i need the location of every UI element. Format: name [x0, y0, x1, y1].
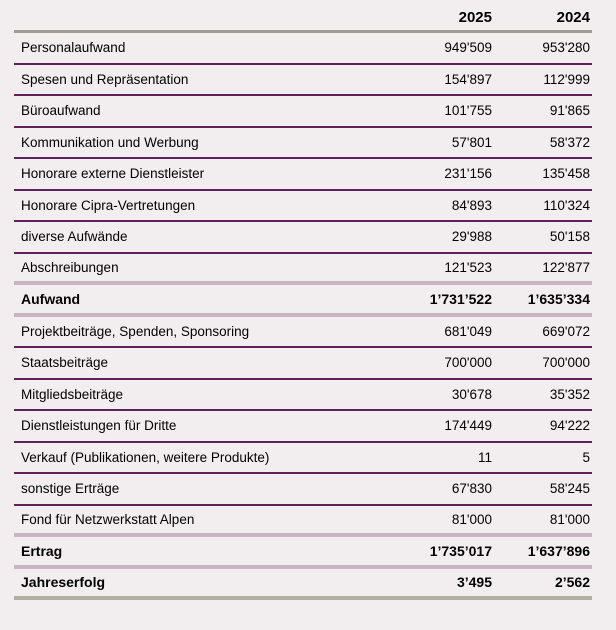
- value-2025: 11: [477, 449, 492, 465]
- table-row: Staatsbeiträge 700'000 700'000: [14, 348, 592, 380]
- row-label: Projektbeiträge, Spenden, Sponsoring: [21, 323, 250, 339]
- value-2025: 681'049: [444, 323, 492, 339]
- table-row: Büroaufwand 101'755 91'865: [14, 96, 592, 128]
- table-body: Personalaufwand 949'509 953'280 Spesen und …: [14, 33, 592, 600]
- value-2025: 84'893: [451, 197, 492, 213]
- table-row: Dienstleistungen für Dritte 174'449 94'222: [14, 411, 592, 443]
- value-2025: 154'897: [444, 71, 492, 87]
- value-2025: 949'509: [444, 40, 492, 56]
- table-row: Mitgliedsbeiträge 30'678 35'352: [14, 380, 592, 411]
- value-2025: 30'678: [451, 386, 492, 402]
- table-row: Verkauf (Publikationen, weitere Produkte…: [14, 443, 592, 474]
- value-2024: 135'458: [542, 166, 590, 182]
- value-2025: 174'449: [444, 418, 492, 434]
- value-2024: 700'000: [542, 355, 590, 371]
- table-header-row: 2025 2024: [14, 4, 592, 33]
- table-row: Fond für Netzwerkstatt Alpen 81'000 81'000: [14, 506, 592, 537]
- value-2025: 1’735’017: [429, 542, 492, 559]
- row-label: Kommunikation und Werbung: [21, 134, 199, 150]
- value-2024: 110'324: [543, 197, 590, 213]
- value-2025: 81'000: [451, 511, 492, 527]
- value-2024: 81'000: [549, 511, 590, 527]
- value-2024: 669'072: [542, 323, 590, 339]
- table-row: sonstige Erträge 67'830 58'245: [14, 474, 592, 506]
- row-label: Verkauf (Publikationen, weitere Produkte…: [21, 449, 270, 465]
- value-2024: 1’635’334: [527, 290, 590, 307]
- value-2025: 29'988: [451, 229, 492, 245]
- total-row: Aufwand 1’731’522 1’635’334: [14, 285, 592, 317]
- value-2024: 2’562: [554, 574, 590, 591]
- column-header-2025: 2025: [458, 8, 492, 26]
- value-2024: 1’637’896: [527, 542, 590, 559]
- table-row: diverse Aufwände 29'988 50'158: [14, 222, 592, 254]
- row-label: Dienstleistungen für Dritte: [21, 418, 177, 434]
- table-row: Kommunikation und Werbung 57'801 58'372: [14, 128, 592, 159]
- row-label: Büroaufwand: [21, 103, 101, 119]
- value-2025: 67'830: [451, 481, 492, 497]
- value-2024: 112'999: [543, 71, 590, 87]
- table-row: Honorare Cipra-Vertretungen 84'893 110'324: [14, 191, 592, 222]
- value-2025: 101'755: [444, 103, 492, 119]
- financial-statement-table: 2025 2024 Personalaufwand 949'509 953'280 S…: [14, 4, 592, 600]
- total-row: Ertrag 1’735’017 1’637’896: [14, 537, 592, 569]
- value-2024: 58'245: [549, 481, 590, 497]
- table-row: Personalaufwand 949'509 953'280: [14, 33, 592, 65]
- value-2025: 121'523: [444, 259, 492, 275]
- row-label: Ertrag: [21, 542, 63, 559]
- table-row: Abschreibungen 121'523 122'877: [14, 254, 592, 285]
- table-row: Spesen und Repräsentation 154'897 112'999: [14, 65, 592, 96]
- value-2025: 3’495: [456, 574, 492, 591]
- row-label: Jahreserfolg: [21, 574, 106, 591]
- total-row: Jahreserfolg 3’495 2’562: [14, 569, 592, 600]
- value-2024: 953'280: [542, 40, 590, 56]
- row-label: Spesen und Repräsentation: [21, 71, 189, 87]
- value-2024: 94'222: [549, 418, 590, 434]
- row-label: Honorare externe Dienstleister: [21, 166, 205, 182]
- row-label: sonstige Erträge: [21, 481, 120, 497]
- value-2025: 1’731’522: [429, 290, 492, 307]
- value-2024: 122'877: [542, 259, 590, 275]
- value-2024: 91'865: [549, 103, 590, 119]
- value-2024: 58'372: [549, 134, 590, 150]
- column-header-2024: 2024: [556, 8, 590, 26]
- row-label: diverse Aufwände: [21, 229, 128, 245]
- value-2025: 700'000: [444, 355, 492, 371]
- value-2025: 57'801: [451, 134, 492, 150]
- row-label: Honorare Cipra-Vertretungen: [21, 197, 196, 213]
- table-row: Honorare externe Dienstleister 231'156 135…: [14, 159, 592, 191]
- row-label: Personalaufwand: [21, 40, 126, 56]
- value-2024: 5: [582, 449, 590, 465]
- value-2024: 35'352: [549, 386, 590, 402]
- value-2024: 50'158: [549, 229, 590, 245]
- row-label: Staatsbeiträge: [21, 355, 109, 371]
- row-label: Mitgliedsbeiträge: [21, 386, 124, 402]
- table-row: Projektbeiträge, Spenden, Sponsoring 681'…: [14, 317, 592, 348]
- row-label: Fond für Netzwerkstatt Alpen: [21, 511, 195, 527]
- row-label: Abschreibungen: [21, 259, 119, 275]
- value-2025: 231'156: [444, 166, 492, 182]
- row-label: Aufwand: [21, 290, 81, 307]
